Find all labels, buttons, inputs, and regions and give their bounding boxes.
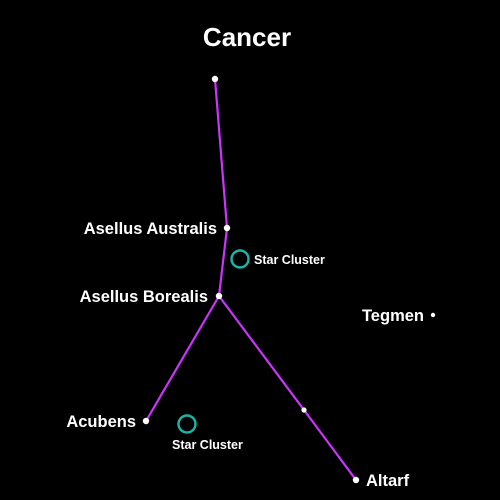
cluster-lower-marker	[177, 414, 197, 434]
labels: Cancer Star Cluster Star Cluster Asellus A…	[66, 22, 424, 490]
constellation-line-top-asellus-australis	[213, 77, 229, 230]
star-asellus-borealis	[215, 292, 223, 300]
constellation-line-asellus-borealis-mid-lower-right	[217, 294, 306, 412]
star-asellus-australis	[223, 224, 231, 232]
star-label-acubens: Acubens	[66, 413, 136, 431]
cluster-upper-marker	[230, 249, 250, 269]
constellation-lines	[144, 77, 358, 482]
star-label-asellus-borealis: Asellus Borealis	[80, 288, 208, 306]
constellation-line-asellus-borealis-acubens	[144, 294, 221, 423]
star-tegmen	[430, 312, 436, 318]
star-top	[211, 75, 219, 83]
star-label-asellus-australis: Asellus Australis	[84, 220, 217, 238]
star-clusters	[177, 249, 250, 434]
star-label-tegmen: Tegmen	[362, 307, 424, 325]
constellation-line-mid-lower-right-altarf	[302, 408, 358, 482]
star-acubens	[142, 417, 150, 425]
star-mid-lower-right	[301, 407, 307, 413]
cluster-upper-label: Star Cluster	[254, 253, 325, 267]
constellation-line-asellus-australis-asellus-borealis	[217, 226, 229, 298]
cluster-lower-label: Star Cluster	[172, 438, 243, 452]
star-label-altarf: Altarf	[366, 472, 410, 490]
star-altarf	[352, 476, 360, 484]
diagram-title: Cancer	[203, 22, 291, 52]
stars	[142, 75, 436, 484]
